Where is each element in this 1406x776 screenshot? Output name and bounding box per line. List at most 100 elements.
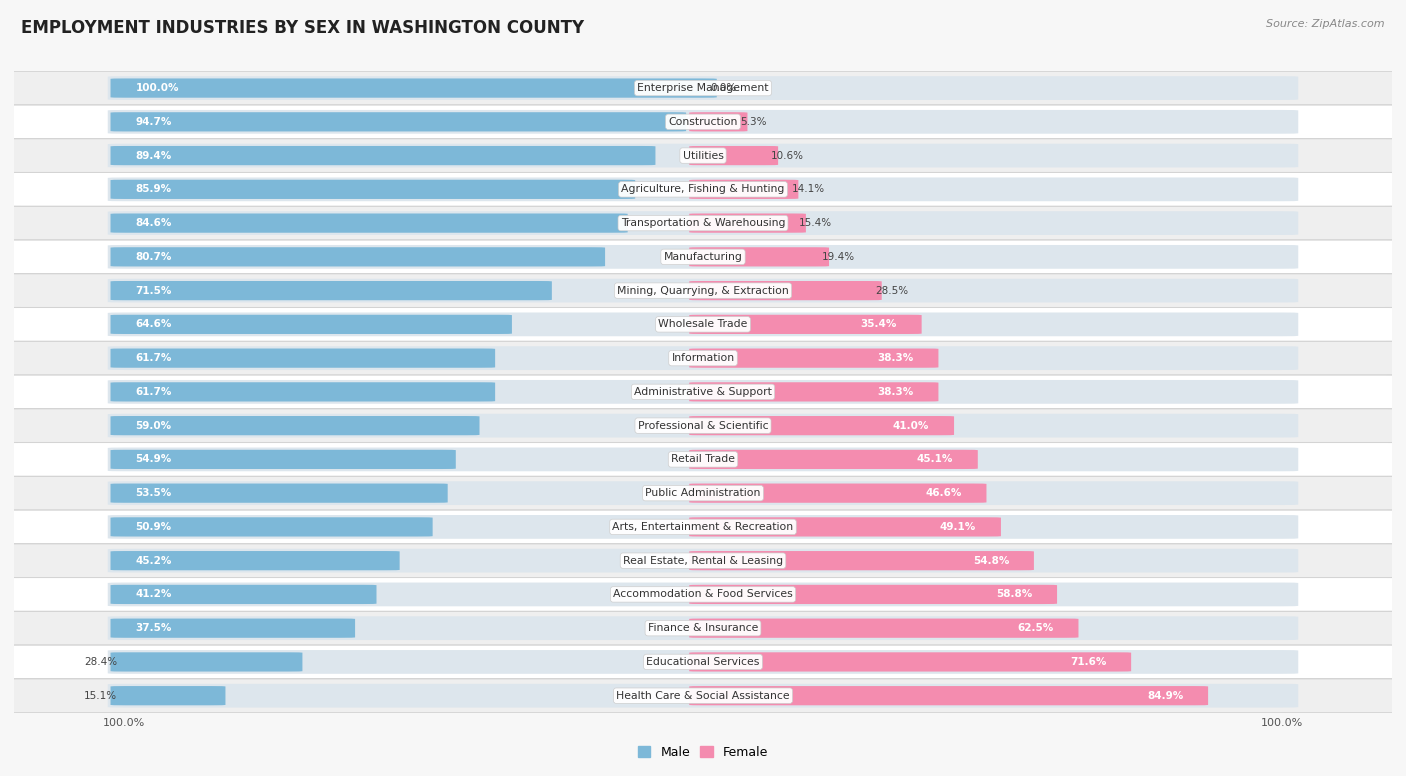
FancyBboxPatch shape <box>108 110 1298 133</box>
FancyBboxPatch shape <box>0 71 1406 105</box>
FancyBboxPatch shape <box>108 448 1298 471</box>
FancyBboxPatch shape <box>111 450 456 469</box>
FancyBboxPatch shape <box>108 414 1298 438</box>
FancyBboxPatch shape <box>111 585 377 604</box>
Text: 37.5%: 37.5% <box>135 623 172 633</box>
Text: 100.0%: 100.0% <box>135 83 179 93</box>
FancyBboxPatch shape <box>689 450 977 469</box>
FancyBboxPatch shape <box>0 341 1406 375</box>
FancyBboxPatch shape <box>111 416 479 435</box>
Text: 54.8%: 54.8% <box>973 556 1010 566</box>
Text: 46.6%: 46.6% <box>925 488 962 498</box>
FancyBboxPatch shape <box>111 348 495 368</box>
FancyBboxPatch shape <box>111 686 225 705</box>
Text: 38.3%: 38.3% <box>877 387 914 397</box>
FancyBboxPatch shape <box>111 146 655 165</box>
Text: Agriculture, Fishing & Hunting: Agriculture, Fishing & Hunting <box>621 185 785 194</box>
Text: Manufacturing: Manufacturing <box>664 252 742 262</box>
Text: 5.3%: 5.3% <box>741 117 768 126</box>
Text: 64.6%: 64.6% <box>135 320 172 329</box>
Text: Retail Trade: Retail Trade <box>671 455 735 464</box>
FancyBboxPatch shape <box>689 113 748 131</box>
Text: 14.1%: 14.1% <box>792 185 824 194</box>
FancyBboxPatch shape <box>111 315 512 334</box>
FancyBboxPatch shape <box>0 172 1406 206</box>
FancyBboxPatch shape <box>0 679 1406 712</box>
FancyBboxPatch shape <box>689 213 806 233</box>
Text: Enterprise Management: Enterprise Management <box>637 83 769 93</box>
FancyBboxPatch shape <box>108 76 1298 100</box>
FancyBboxPatch shape <box>111 483 447 503</box>
FancyBboxPatch shape <box>0 139 1406 172</box>
FancyBboxPatch shape <box>689 585 1057 604</box>
Text: 38.3%: 38.3% <box>877 353 914 363</box>
FancyBboxPatch shape <box>111 518 433 536</box>
Text: 54.9%: 54.9% <box>135 455 172 464</box>
Text: Utilities: Utilities <box>682 151 724 161</box>
Text: 71.5%: 71.5% <box>135 286 172 296</box>
Text: 35.4%: 35.4% <box>860 320 897 329</box>
FancyBboxPatch shape <box>111 653 302 671</box>
Text: Construction: Construction <box>668 117 738 126</box>
FancyBboxPatch shape <box>689 383 938 401</box>
Text: 89.4%: 89.4% <box>135 151 172 161</box>
FancyBboxPatch shape <box>0 307 1406 341</box>
FancyBboxPatch shape <box>0 577 1406 611</box>
FancyBboxPatch shape <box>108 279 1298 303</box>
FancyBboxPatch shape <box>108 178 1298 201</box>
FancyBboxPatch shape <box>108 650 1298 674</box>
Text: 58.8%: 58.8% <box>995 590 1032 599</box>
FancyBboxPatch shape <box>689 348 938 368</box>
Text: 85.9%: 85.9% <box>135 185 172 194</box>
FancyBboxPatch shape <box>108 616 1298 640</box>
Text: 100.0%: 100.0% <box>1261 718 1303 728</box>
FancyBboxPatch shape <box>0 611 1406 645</box>
Text: 28.4%: 28.4% <box>84 657 118 667</box>
FancyBboxPatch shape <box>108 245 1298 268</box>
Text: 45.1%: 45.1% <box>917 455 953 464</box>
Text: Source: ZipAtlas.com: Source: ZipAtlas.com <box>1267 19 1385 29</box>
FancyBboxPatch shape <box>689 146 778 165</box>
FancyBboxPatch shape <box>689 518 1001 536</box>
Text: 50.9%: 50.9% <box>135 522 172 532</box>
FancyBboxPatch shape <box>0 409 1406 442</box>
FancyBboxPatch shape <box>689 653 1132 671</box>
FancyBboxPatch shape <box>0 274 1406 307</box>
Text: 28.5%: 28.5% <box>875 286 908 296</box>
Text: 84.6%: 84.6% <box>135 218 172 228</box>
Text: Wholesale Trade: Wholesale Trade <box>658 320 748 329</box>
Text: 15.1%: 15.1% <box>84 691 118 701</box>
Text: Administrative & Support: Administrative & Support <box>634 387 772 397</box>
FancyBboxPatch shape <box>111 78 717 98</box>
Text: 59.0%: 59.0% <box>135 421 172 431</box>
Text: Professional & Scientific: Professional & Scientific <box>638 421 768 431</box>
Text: Arts, Entertainment & Recreation: Arts, Entertainment & Recreation <box>613 522 793 532</box>
FancyBboxPatch shape <box>108 684 1298 708</box>
Text: 41.2%: 41.2% <box>135 590 172 599</box>
FancyBboxPatch shape <box>111 180 636 199</box>
Text: 15.4%: 15.4% <box>799 218 832 228</box>
FancyBboxPatch shape <box>0 510 1406 544</box>
FancyBboxPatch shape <box>111 383 495 401</box>
Text: 49.1%: 49.1% <box>939 522 976 532</box>
Text: Mining, Quarrying, & Extraction: Mining, Quarrying, & Extraction <box>617 286 789 296</box>
FancyBboxPatch shape <box>689 551 1033 570</box>
FancyBboxPatch shape <box>0 442 1406 476</box>
FancyBboxPatch shape <box>111 281 551 300</box>
FancyBboxPatch shape <box>689 416 955 435</box>
FancyBboxPatch shape <box>0 476 1406 510</box>
FancyBboxPatch shape <box>689 180 799 199</box>
FancyBboxPatch shape <box>0 375 1406 409</box>
Text: Health Care & Social Assistance: Health Care & Social Assistance <box>616 691 790 701</box>
Text: 19.4%: 19.4% <box>823 252 855 262</box>
Text: 61.7%: 61.7% <box>135 387 172 397</box>
FancyBboxPatch shape <box>689 315 922 334</box>
Text: Public Administration: Public Administration <box>645 488 761 498</box>
FancyBboxPatch shape <box>0 105 1406 139</box>
Text: Real Estate, Rental & Leasing: Real Estate, Rental & Leasing <box>623 556 783 566</box>
Text: Information: Information <box>672 353 734 363</box>
Text: 53.5%: 53.5% <box>135 488 172 498</box>
FancyBboxPatch shape <box>111 551 399 570</box>
FancyBboxPatch shape <box>108 313 1298 336</box>
Text: 71.6%: 71.6% <box>1070 657 1107 667</box>
